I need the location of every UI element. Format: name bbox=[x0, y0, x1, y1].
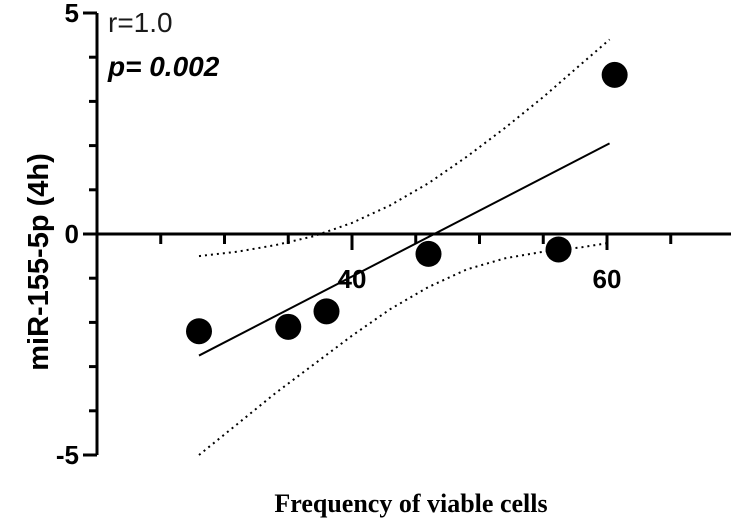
x-tick-label: 60 bbox=[593, 264, 622, 294]
regression-line bbox=[198, 142, 611, 357]
data-point bbox=[275, 313, 302, 340]
data-points bbox=[186, 61, 628, 345]
y-ticks: -5 0 5 bbox=[56, 0, 97, 470]
ci-upper-line bbox=[198, 38, 611, 258]
x-tick-label: 40 bbox=[338, 264, 367, 294]
r-annotation: r=1.0 bbox=[108, 7, 173, 38]
ci-lower-band bbox=[198, 241, 610, 456]
y-tick-label: 5 bbox=[65, 0, 79, 28]
x-axis-label: Frequency of viable cells bbox=[274, 489, 547, 518]
x-ticks: 40 60 bbox=[159, 234, 673, 294]
data-point bbox=[415, 240, 442, 267]
p-annotation: p= 0.002 bbox=[107, 51, 220, 82]
y-axis-label: miR-155-5p (4h) bbox=[23, 153, 55, 371]
y-tick-label: 0 bbox=[65, 219, 79, 249]
ci-lower-line bbox=[198, 241, 610, 456]
data-point bbox=[545, 236, 572, 263]
data-point bbox=[186, 318, 212, 345]
y-tick-label: -5 bbox=[56, 440, 79, 470]
data-point bbox=[313, 298, 340, 325]
data-point bbox=[601, 61, 628, 88]
fit-line-group bbox=[198, 142, 611, 357]
ci-upper-band bbox=[198, 38, 611, 258]
